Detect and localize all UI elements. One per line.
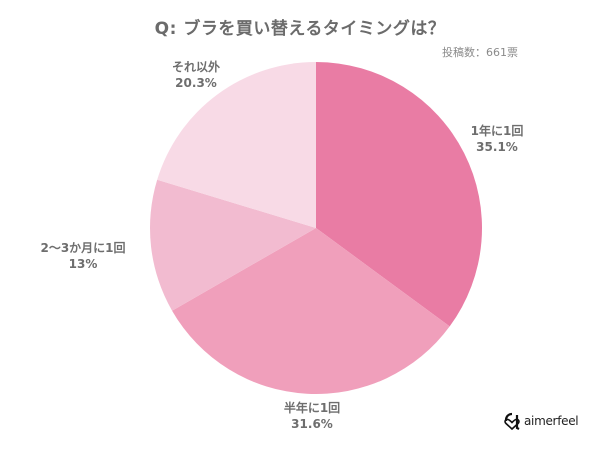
label-half-year-name: 半年に1回 <box>283 401 341 415</box>
label-yearly-name: 1年に1回 <box>470 124 524 138</box>
label-2-3-months: 2〜3か月に1回 13% <box>40 240 125 272</box>
label-half-year: 半年に1回 31.6% <box>284 400 340 432</box>
brand-name: aimerfeel <box>524 414 579 428</box>
label-half-year-value: 31.6% <box>291 417 333 431</box>
brand-logo: aimerfeel <box>503 411 579 431</box>
label-other-value: 20.3% <box>175 76 217 90</box>
chart-title: Q: ブラを買い替えるタイミングは？ <box>154 19 446 39</box>
label-other: それ以外 20.3% <box>172 59 220 91</box>
label-yearly-value: 35.1% <box>476 140 518 154</box>
slice-half-year <box>172 228 450 394</box>
heart-a-logo-icon <box>504 412 520 431</box>
slice-2-3-months <box>150 179 316 311</box>
label-other-name: それ以外 <box>171 60 221 74</box>
label-2-3-months-value: 13% <box>68 257 98 271</box>
slice-other <box>157 61 316 229</box>
label-2-3-months-name: 2〜3か月に1回 <box>40 241 126 255</box>
vote-count: 投稿数：661票 <box>442 46 518 59</box>
label-yearly: 1年に1回 35.1% <box>471 123 524 155</box>
slice-yearly <box>316 62 483 327</box>
